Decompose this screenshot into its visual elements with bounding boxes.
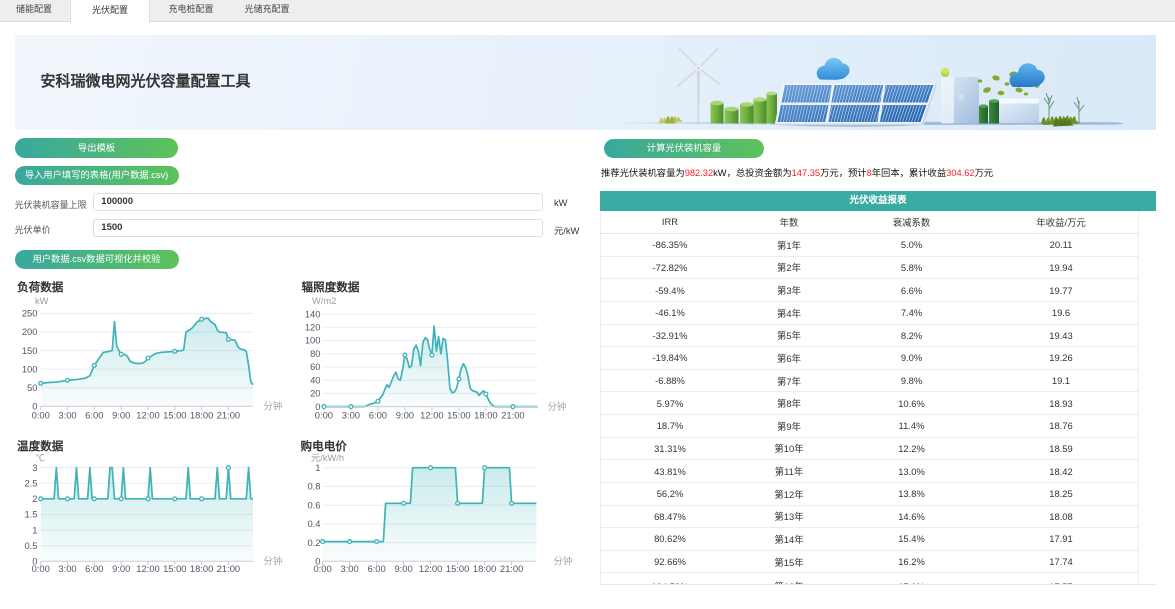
svg-text:0: 0 xyxy=(315,556,320,567)
svg-text:6:00: 6:00 xyxy=(369,410,387,421)
svg-text:分钟: 分钟 xyxy=(554,556,573,567)
svg-text:9:00: 9:00 xyxy=(394,563,412,574)
svg-text:12:00: 12:00 xyxy=(419,563,442,574)
svg-text:50: 50 xyxy=(27,382,37,393)
svg-text:15:00: 15:00 xyxy=(446,563,469,574)
svg-text:9:00: 9:00 xyxy=(396,410,414,421)
svg-text:100: 100 xyxy=(305,335,321,346)
svg-text:分钟: 分钟 xyxy=(264,556,283,567)
svg-text:分钟: 分钟 xyxy=(264,401,283,412)
svg-text:分钟: 分钟 xyxy=(548,401,567,412)
svg-text:6:00: 6:00 xyxy=(367,563,385,574)
svg-text:15:00: 15:00 xyxy=(163,410,186,421)
svg-text:20: 20 xyxy=(310,388,320,399)
svg-text:1: 1 xyxy=(32,524,37,535)
svg-text:2: 2 xyxy=(32,493,37,504)
svg-text:6:00: 6:00 xyxy=(85,563,103,574)
svg-text:0:00: 0:00 xyxy=(32,563,50,574)
svg-text:3:00: 3:00 xyxy=(340,563,358,574)
svg-text:120: 120 xyxy=(305,322,321,333)
svg-text:0:00: 0:00 xyxy=(315,410,333,421)
svg-text:18:00: 18:00 xyxy=(474,410,497,421)
svg-text:0:00: 0:00 xyxy=(313,563,331,574)
svg-text:21:00: 21:00 xyxy=(217,563,240,574)
svg-text:3:00: 3:00 xyxy=(342,410,360,421)
svg-text:0.2: 0.2 xyxy=(307,537,320,548)
svg-text:200: 200 xyxy=(22,326,38,337)
svg-text:0: 0 xyxy=(32,556,37,567)
svg-text:0.6: 0.6 xyxy=(307,499,320,510)
svg-text:0:00: 0:00 xyxy=(32,410,50,421)
svg-text:21:00: 21:00 xyxy=(500,563,523,574)
svg-text:80: 80 xyxy=(310,348,320,359)
svg-text:15:00: 15:00 xyxy=(163,563,186,574)
svg-text:18:00: 18:00 xyxy=(473,563,496,574)
svg-text:140: 140 xyxy=(305,308,321,319)
svg-text:21:00: 21:00 xyxy=(217,410,240,421)
svg-text:250: 250 xyxy=(22,308,38,319)
svg-text:0.5: 0.5 xyxy=(24,540,37,551)
svg-text:12:00: 12:00 xyxy=(136,563,159,574)
svg-text:0.4: 0.4 xyxy=(307,518,320,529)
svg-text:6:00: 6:00 xyxy=(85,410,103,421)
svg-text:12:00: 12:00 xyxy=(136,410,159,421)
svg-text:1: 1 xyxy=(315,462,320,473)
svg-text:1.5: 1.5 xyxy=(24,509,37,520)
svg-text:3:00: 3:00 xyxy=(58,410,76,421)
svg-text:0: 0 xyxy=(315,401,320,412)
svg-text:100: 100 xyxy=(22,363,38,374)
svg-text:15:00: 15:00 xyxy=(447,410,470,421)
svg-text:40: 40 xyxy=(310,374,320,385)
svg-text:9:00: 9:00 xyxy=(112,563,130,574)
svg-text:2.5: 2.5 xyxy=(24,477,37,488)
svg-text:12:00: 12:00 xyxy=(420,410,443,421)
svg-text:60: 60 xyxy=(310,361,320,372)
svg-text:0.8: 0.8 xyxy=(307,481,320,492)
svg-text:18:00: 18:00 xyxy=(190,410,213,421)
svg-text:3:00: 3:00 xyxy=(58,563,76,574)
svg-text:9:00: 9:00 xyxy=(112,410,130,421)
svg-text:18:00: 18:00 xyxy=(190,563,213,574)
svg-text:3: 3 xyxy=(32,462,37,473)
svg-text:0: 0 xyxy=(32,401,37,412)
svg-text:150: 150 xyxy=(22,345,38,356)
svg-text:21:00: 21:00 xyxy=(501,410,524,421)
